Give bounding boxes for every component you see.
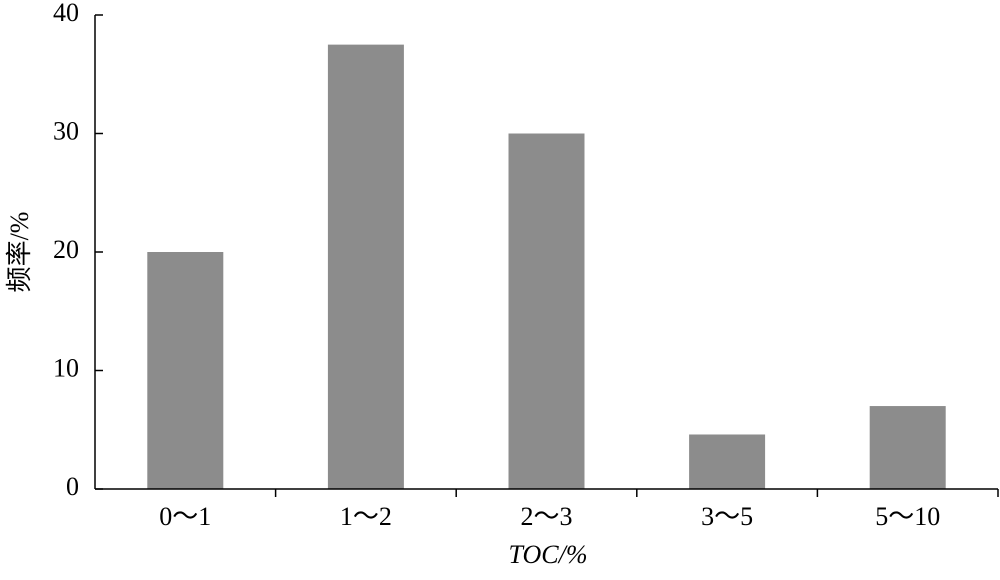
x-tick-label: 3～5 [701, 502, 753, 531]
bar [508, 133, 585, 489]
bar [147, 252, 224, 489]
x-axis-label: TOC/% [509, 540, 588, 569]
y-tick-label: 20 [53, 235, 79, 264]
bar [869, 406, 946, 489]
x-tick-label: 0～1 [159, 502, 211, 531]
y-axis-label: 频率/% [5, 212, 34, 293]
x-tick-label: 5～10 [875, 502, 940, 531]
x-tick-label: 1～2 [340, 502, 392, 531]
y-tick-label: 10 [53, 353, 79, 382]
bar [327, 44, 404, 489]
x-tick-label: 2～3 [520, 502, 572, 531]
y-tick-label: 40 [53, 0, 79, 27]
y-tick-label: 30 [53, 116, 79, 145]
y-tick-label: 0 [66, 472, 79, 501]
bar [689, 434, 766, 489]
